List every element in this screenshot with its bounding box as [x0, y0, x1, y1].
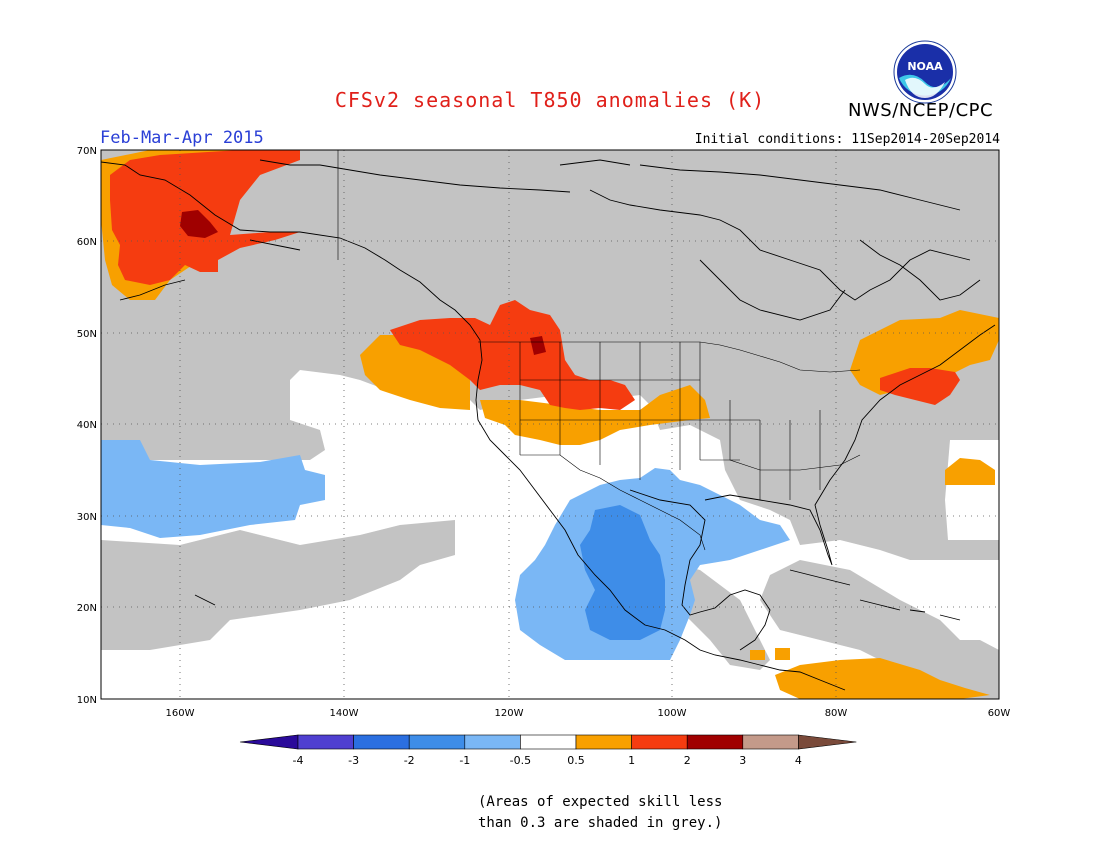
lon-label: 120W: [495, 708, 524, 719]
colorbar-segment: [686, 734, 744, 750]
lat-label: 50N: [77, 329, 97, 340]
lat-label: 60N: [77, 237, 97, 248]
skill-note-line1: (Areas of expected skill less: [478, 794, 723, 810]
skill-note: (Areas of expected skill less than 0.3 a…: [478, 792, 722, 834]
colorbar-segment: [575, 734, 632, 750]
colorbar-label: -4: [293, 754, 304, 767]
lon-label: 160W: [166, 708, 195, 719]
colorbar-label: -3: [348, 754, 359, 767]
colorbar-segment: [742, 734, 799, 750]
colorbar-segment: [464, 734, 521, 750]
lat-label: 20N: [77, 603, 97, 614]
colorbar-arrow-right: [798, 734, 857, 750]
lon-label: 140W: [330, 708, 359, 719]
logo-text: NOAA: [907, 60, 943, 73]
longitude-labels: 160W 140W 120W 100W 80W 60W: [166, 708, 1011, 719]
lon-label: 100W: [658, 708, 687, 719]
lat-label: 30N: [77, 512, 97, 523]
colorbar-label: -0.5: [510, 754, 531, 767]
lon-label: 60W: [988, 708, 1011, 719]
colorbar-label: -1: [459, 754, 470, 767]
colorbar-label: 1: [628, 754, 635, 767]
colorbar-label: 2: [684, 754, 691, 767]
colorbar-segment: [408, 734, 466, 750]
colorbar-segment: [631, 734, 688, 750]
colorbar-segment: [353, 734, 410, 750]
map-frame: [100, 149, 1000, 700]
colorbar-label: -2: [404, 754, 415, 767]
negative-anomaly-dark: [580, 505, 665, 640]
agency-label: NWS/NCEP/CPC: [848, 100, 994, 121]
coastlines: [101, 159, 996, 691]
map-field: [101, 150, 999, 699]
noaa-logo-icon: NOAA: [893, 40, 957, 104]
positive-anomaly-darkred: [180, 210, 546, 355]
colorbar-segment: [297, 734, 354, 750]
colorbar-label: 3: [739, 754, 746, 767]
colorbar-label: 4: [795, 754, 802, 767]
chart-title: CFSv2 seasonal T850 anomalies (K): [334, 88, 766, 112]
initial-conditions: Initial conditions: 11Sep2014-20Sep2014: [694, 132, 1000, 147]
colorbar: -4 -3 -2 -1 -0.5 0.5 1 2 3 4: [239, 734, 857, 767]
forecast-period: Feb-Mar-Apr 2015: [100, 128, 264, 148]
latitude-labels: 70N 60N 50N 40N 30N 20N 10N: [77, 146, 97, 706]
colorbar-arrow-left: [239, 734, 299, 750]
skill-note-line2: than 0.3 are shaded in grey.): [478, 815, 723, 831]
lon-label: 80W: [825, 708, 848, 719]
political-borders: [337, 150, 861, 551]
lat-label: 10N: [77, 695, 97, 706]
lat-label: 70N: [77, 146, 97, 157]
colorbar-segment: [520, 734, 577, 750]
lat-label: 40N: [77, 420, 97, 431]
colorbar-label: 0.5: [567, 754, 585, 767]
